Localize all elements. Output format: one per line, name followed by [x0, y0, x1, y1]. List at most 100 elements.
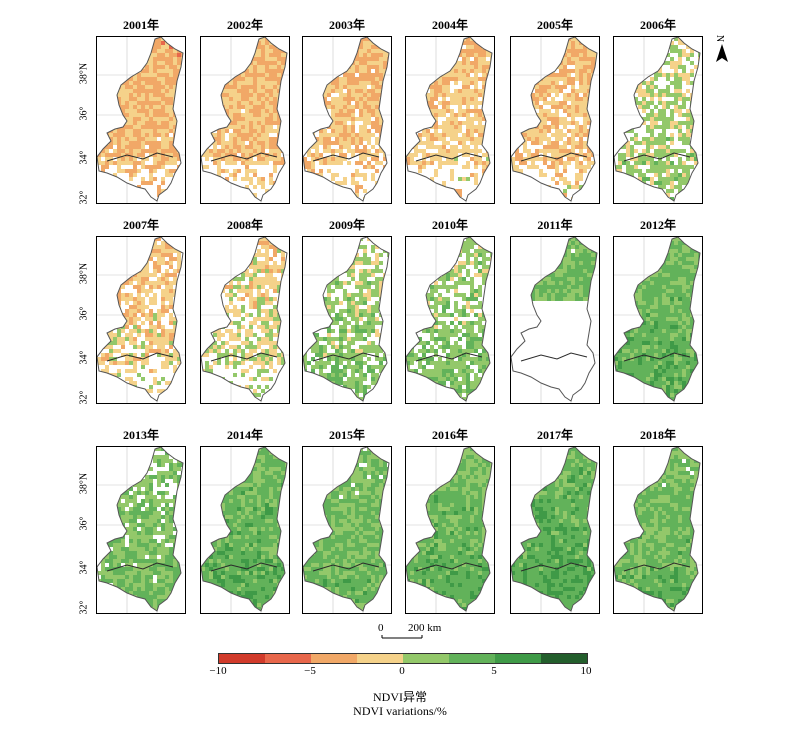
panel-year-title: 2006年: [639, 18, 676, 32]
map-panel: 2010年: [405, 218, 495, 404]
latitude-label: 34°: [78, 350, 90, 365]
region-boundary: [415, 352, 483, 362]
panel-year-title: 2009年: [328, 218, 365, 232]
ndvi-map: [511, 37, 599, 203]
latitude-label: 36°: [78, 516, 90, 531]
map-panel: 2006年: [613, 18, 703, 204]
region-boundary: [312, 152, 380, 162]
legend-swatch: [541, 654, 587, 663]
map-panel: 2001年 38°N 36° 34° 32°: [79, 18, 186, 205]
panel-year-title: 2016年: [431, 428, 468, 442]
province-outline: [614, 37, 701, 202]
province-outline: [614, 237, 701, 402]
ndvi-map: [97, 37, 185, 203]
ndvi-map: [303, 37, 391, 203]
panel-year-title: 2012年: [639, 218, 676, 232]
province-outline: [201, 237, 288, 402]
region-boundary: [106, 152, 174, 162]
latitude-label: 32°: [78, 190, 90, 205]
map-frame: [96, 236, 186, 404]
region-boundary: [106, 562, 174, 572]
region-boundary: [415, 152, 483, 162]
map-frame: [613, 236, 703, 404]
map-frame: [200, 236, 290, 404]
latitude-label: 38°N: [78, 62, 90, 85]
region-boundary: [520, 152, 588, 162]
province-outline: [303, 237, 390, 402]
map-frame: [613, 36, 703, 204]
panel-year-title: 2013年: [122, 428, 159, 442]
ndvi-map: [406, 37, 494, 203]
map-frame: [96, 446, 186, 614]
panel-year-title: 2002年: [226, 18, 263, 32]
map-frame: [405, 236, 495, 404]
legend-tick-label: 10: [580, 665, 592, 677]
map-frame: [302, 446, 392, 614]
legend-tick-label: −5: [304, 665, 316, 677]
map-panel: 2003年: [302, 18, 392, 204]
region-boundary: [520, 562, 588, 572]
ndvi-map: [303, 447, 391, 613]
latitude-label: 32°: [78, 600, 90, 615]
province-outline: [201, 447, 288, 612]
province-outline: [97, 237, 184, 402]
province-outline: [201, 37, 288, 202]
map-frame: [613, 446, 703, 614]
province-outline: [97, 37, 184, 202]
ndvi-map: [406, 237, 494, 403]
ndvi-map: [406, 447, 494, 613]
ndvi-map: [614, 37, 702, 203]
map-panel: 2011年: [510, 218, 600, 404]
map-frame: [200, 36, 290, 204]
latitude-label: 34°: [78, 560, 90, 575]
legend-title-cn: NDVI异常: [373, 690, 427, 704]
region-boundary: [106, 352, 174, 362]
region-boundary: [623, 152, 691, 162]
region-boundary: [623, 352, 691, 362]
ndvi-map: [614, 237, 702, 403]
province-outline: [511, 37, 598, 202]
legend-swatch: [449, 654, 495, 663]
ndvi-map: [511, 237, 599, 403]
legend-title-en: NDVI variations/%: [353, 704, 447, 718]
map-panel: 2005年: [510, 18, 600, 204]
ndvi-map: [201, 447, 289, 613]
region-boundary: [210, 352, 278, 362]
province-outline: [406, 37, 493, 202]
province-outline: [97, 447, 184, 612]
panel-year-title: 2015年: [328, 428, 365, 442]
panel-year-title: 2017年: [536, 428, 573, 442]
legend-swatch: [403, 654, 449, 663]
panel-year-title: 2011年: [537, 218, 573, 232]
ndvi-map: [614, 447, 702, 613]
map-frame: [405, 36, 495, 204]
latitude-label: 38°N: [78, 262, 90, 285]
map-frame: [510, 236, 600, 404]
province-outline: [303, 37, 390, 202]
province-outline: [511, 237, 598, 402]
panel-year-title: 2001年: [122, 18, 159, 32]
scale-end-label: 200 km: [408, 622, 442, 634]
region-boundary: [415, 562, 483, 572]
ndvi-map: [97, 447, 185, 613]
map-panel: 2004年: [405, 18, 495, 204]
legend-swatch: [311, 654, 357, 663]
map-panel: 2016年: [405, 428, 495, 614]
map-panel: 2009年: [302, 218, 392, 404]
legend-swatch: [265, 654, 311, 663]
latitude-label: 34°: [78, 150, 90, 165]
ndvi-map: [201, 37, 289, 203]
region-boundary: [312, 352, 380, 362]
province-outline: [406, 237, 493, 402]
region-boundary: [520, 352, 588, 362]
map-panel: 2007年 38°N 36° 34° 32°: [79, 218, 186, 405]
province-outline: [406, 447, 493, 612]
map-panel: 2017年: [510, 428, 600, 614]
region-boundary: [210, 562, 278, 572]
latitude-label: 36°: [78, 306, 90, 321]
map-panel: 2015年: [302, 428, 392, 614]
latitude-label: 32°: [78, 390, 90, 405]
legend-ticks: −10 −5 0 5 10: [209, 665, 591, 679]
legend-tick-label: 0: [399, 665, 405, 677]
map-frame: [510, 36, 600, 204]
